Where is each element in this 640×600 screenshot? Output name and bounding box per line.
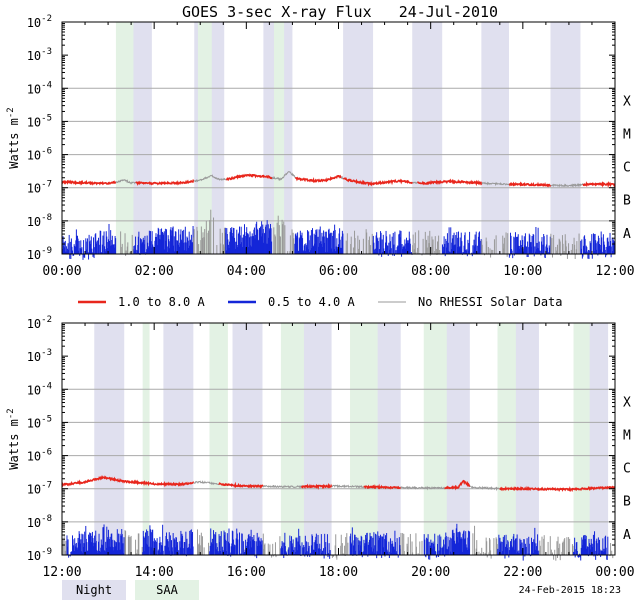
long-channel-line	[469, 485, 500, 492]
x-tick-label: 04:00	[227, 264, 266, 279]
long-channel-line	[218, 481, 264, 489]
long-channel-line	[300, 482, 333, 490]
saa-interval	[573, 323, 590, 555]
flare-class-label: A	[623, 528, 631, 543]
long-channel-line	[61, 475, 194, 488]
long-channel-line	[481, 181, 510, 187]
saa-interval	[273, 22, 285, 254]
x-tick-label: 20:00	[411, 565, 450, 580]
x-tick-label: 08:00	[411, 264, 450, 279]
lower-panel: A B C M X 10-9 10-8 10-7 10-6 10-5 10-4 10-3 10-2 12:…	[6, 315, 635, 580]
long-channel-line	[417, 178, 483, 187]
legend-label: 0.5 to 4.0 A	[268, 295, 355, 309]
y-tick-label: 10-5	[27, 113, 52, 129]
y-tick-label: 10-4	[27, 80, 52, 96]
long-channel-line	[294, 174, 342, 184]
long-channel-line	[363, 483, 402, 490]
long-channel-line	[582, 180, 616, 188]
y-tick-label: 10-8	[27, 213, 52, 229]
y-tick-label: 10-3	[27, 348, 52, 364]
long-channel-line	[193, 480, 220, 486]
long-channel-line	[225, 173, 273, 181]
y-tick-label: 10-9	[27, 547, 52, 563]
x-tick-label: 16:00	[227, 565, 266, 580]
y-tick-label: 10-3	[27, 47, 52, 63]
flare-class-label: C	[623, 161, 631, 176]
saa-interval	[350, 323, 378, 555]
shading-label: SAA	[156, 583, 178, 597]
legend-label: 1.0 to 8.0 A	[118, 295, 205, 309]
legend-label: No RHESSI Solar Data	[418, 295, 563, 309]
long-channel-line	[550, 183, 584, 188]
upper-panel: A B C M X 10-9 10-8 10-7 10-6 10-5 10-4 10-3 10-2 00:…	[6, 14, 635, 279]
flare-class-label: A	[623, 227, 631, 242]
x-tick-label: 00:00	[42, 264, 81, 279]
long-channel-line	[499, 485, 616, 493]
long-channel-line	[342, 177, 414, 187]
night-interval	[343, 22, 374, 254]
y-tick-label: 10-2	[27, 14, 52, 30]
flare-class-label: C	[623, 462, 631, 477]
y-axis-label: Watts m-2	[6, 107, 21, 168]
night-interval	[163, 323, 194, 555]
long-channel-line	[193, 174, 227, 183]
y-axis-label: Watts m-2	[6, 408, 21, 469]
x-tick-label: 12:00	[595, 264, 634, 279]
night-interval	[232, 323, 263, 555]
flare-class-label: X	[623, 94, 631, 109]
y-tick-label: 10-2	[27, 315, 52, 331]
shading-swatch	[62, 580, 126, 600]
x-tick-label: 18:00	[319, 565, 358, 580]
shading-label: Night	[76, 583, 112, 597]
x-tick-label: 12:00	[42, 565, 81, 580]
night-interval	[481, 22, 510, 254]
long-channel-line	[115, 179, 136, 185]
night-interval	[301, 323, 332, 555]
y-tick-label: 10-6	[27, 448, 52, 464]
long-channel-line	[444, 479, 471, 491]
long-channel-line	[412, 181, 418, 185]
y-tick-label: 10-6	[27, 147, 52, 163]
night-interval	[412, 22, 443, 254]
chart-title: GOES 3-sec X-ray Flux 24-Jul-2010	[182, 3, 498, 21]
shading-swatch	[135, 580, 199, 600]
y-tick-label: 10-9	[27, 246, 52, 262]
x-tick-label: 06:00	[319, 264, 358, 279]
long-channel-line	[135, 179, 195, 186]
saa-interval	[423, 323, 447, 555]
flare-class-label: B	[623, 194, 631, 209]
long-channel-line	[508, 181, 552, 188]
long-channel-line	[262, 484, 302, 489]
x-tick-label: 14:00	[135, 565, 174, 580]
long-channel-line	[400, 485, 445, 491]
night-interval	[94, 323, 125, 555]
y-tick-label: 10-7	[27, 481, 52, 497]
flare-class-label: B	[623, 495, 631, 510]
x-tick-label: 00:00	[595, 565, 634, 580]
flare-class-label: X	[623, 395, 631, 410]
long-channel-line	[331, 484, 365, 489]
x-tick-label: 22:00	[503, 565, 542, 580]
legend: 1.0 to 8.0 A 0.5 to 4.0 A No RHESSI Solar …	[78, 295, 563, 309]
x-tick-label: 10:00	[503, 264, 542, 279]
y-tick-label: 10-5	[27, 414, 52, 430]
long-channel-line	[271, 171, 296, 182]
shading-legend: Night SAA	[62, 580, 199, 600]
saa-interval	[280, 323, 304, 555]
saa-interval	[209, 323, 228, 555]
generated-timestamp: 24-Feb-2015 18:23	[519, 585, 621, 596]
flare-class-label: M	[623, 428, 631, 443]
saa-interval	[115, 22, 134, 254]
saa-interval	[197, 22, 212, 254]
y-tick-label: 10-4	[27, 381, 52, 397]
x-tick-label: 02:00	[135, 264, 174, 279]
night-interval	[550, 22, 581, 254]
y-tick-label: 10-7	[27, 180, 52, 196]
long-channel-line	[61, 179, 117, 186]
saa-interval	[497, 323, 516, 555]
saa-interval	[142, 323, 150, 555]
y-tick-label: 10-8	[27, 514, 52, 530]
flare-class-label: M	[623, 127, 631, 142]
